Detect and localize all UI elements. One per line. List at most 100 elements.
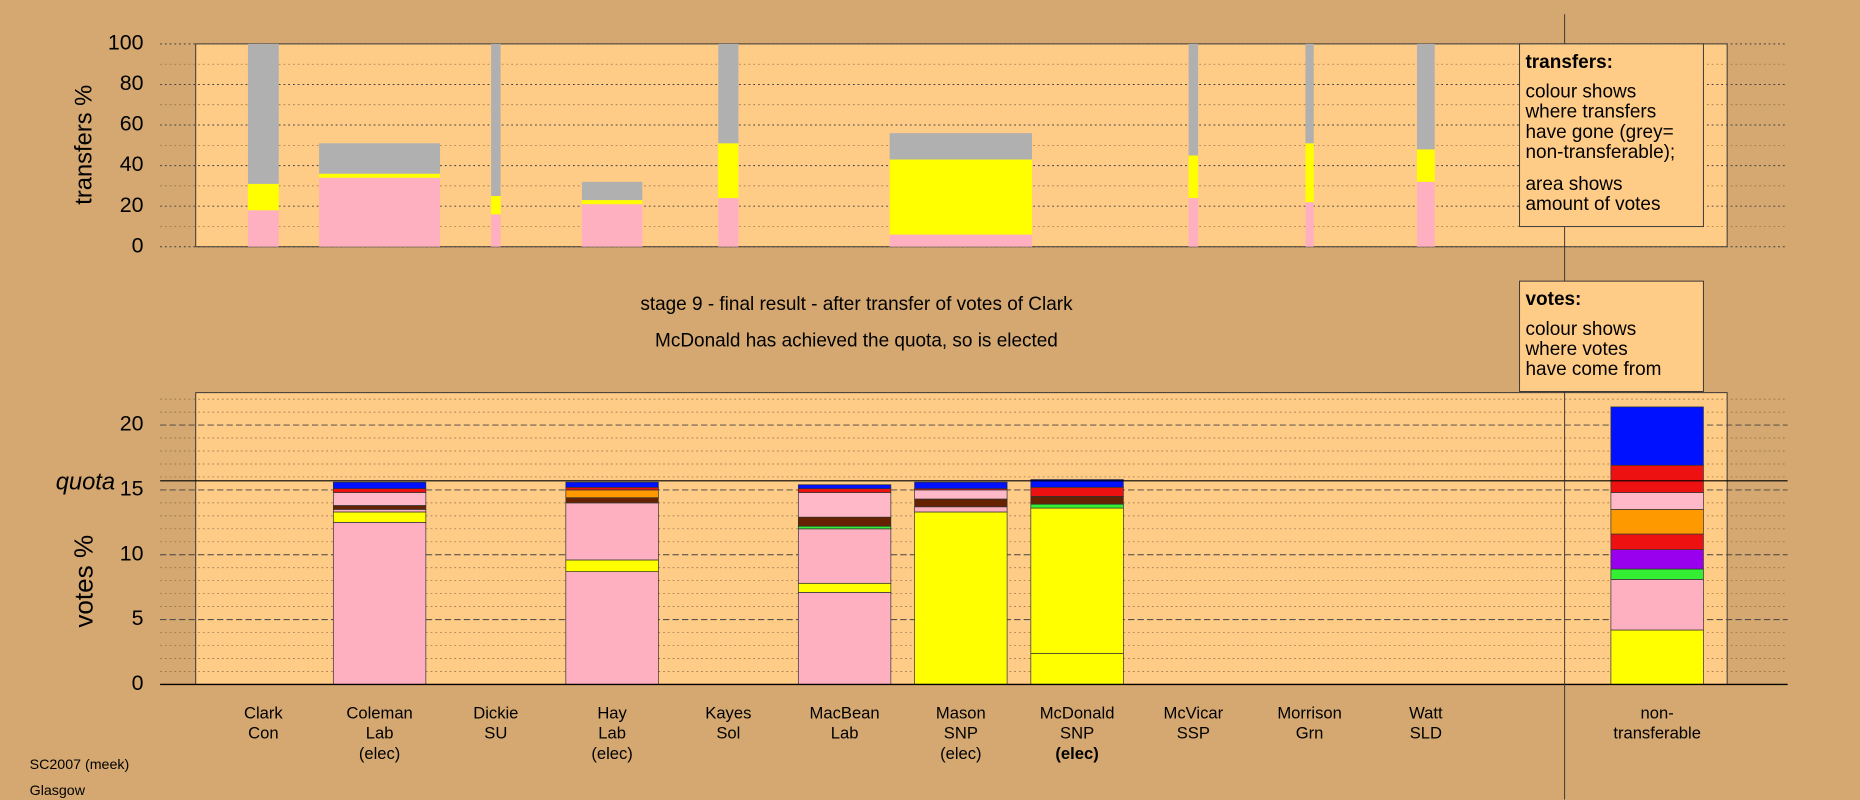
bar-segment <box>491 214 501 247</box>
x-tick-label: McVicar <box>1164 704 1224 723</box>
x-tick-label: non- <box>1641 704 1674 723</box>
stage-text: McDonald has achieved the quota, so is e… <box>655 331 1058 352</box>
y-tick-label: 0 <box>132 671 144 695</box>
bar-segment <box>565 486 659 491</box>
bar-segment <box>1416 43 1435 150</box>
bar-segment <box>1030 496 1124 505</box>
legend-text: non-transferable); <box>1525 142 1675 163</box>
bar-segment <box>797 488 892 493</box>
bar-segment <box>332 511 427 523</box>
bar-segment <box>1030 652 1124 685</box>
marks: 02040608010005101520ClarkConColemanLab(e… <box>56 31 1788 763</box>
x-tick-label: Lab <box>366 724 394 743</box>
bar-segment <box>491 43 501 197</box>
legend-text: have come from <box>1525 359 1661 380</box>
x-tick-label: Con <box>248 724 278 743</box>
x-tick-label: Sol <box>716 724 740 743</box>
footer: SC2007 (meek) <box>30 757 130 773</box>
x-tick-label: SU <box>484 724 507 743</box>
bar-segment <box>491 196 501 215</box>
legend-title: votes: <box>1525 289 1581 310</box>
x-tick-label: transferable <box>1613 724 1701 743</box>
bar-segment <box>914 481 1008 489</box>
y-tick-label: 60 <box>120 112 144 136</box>
legend-text: where votes <box>1524 339 1627 360</box>
bar-segment <box>1610 464 1704 493</box>
bar-segment <box>914 489 1008 500</box>
bar-segment <box>1030 507 1124 654</box>
bar-segment <box>718 198 739 247</box>
x-tick-label: Kayes <box>705 704 751 723</box>
bar-segment <box>247 43 279 184</box>
bar-segment <box>797 484 892 489</box>
x-tick-label: (elec) <box>359 744 401 763</box>
bar-segment <box>565 559 659 572</box>
x-tick-label: (elec) <box>591 744 633 763</box>
y-tick-label: 5 <box>132 606 144 630</box>
x-tick-label: Morrison <box>1277 704 1342 723</box>
x-tick-label: Grn <box>1296 724 1324 743</box>
bar-segment <box>332 521 427 685</box>
y-tick-label: 20 <box>120 412 144 436</box>
bar-segment <box>1305 143 1314 203</box>
bar-segment <box>889 159 1033 235</box>
bar-segment <box>565 481 659 488</box>
bar-segment <box>914 511 1008 685</box>
legend-box <box>1519 43 1704 228</box>
bar-segment <box>1610 549 1704 570</box>
y-axis-label: votes % <box>68 535 98 628</box>
bar-segment <box>797 592 892 685</box>
legend-text: where transfers <box>1524 102 1656 123</box>
bar-segment <box>914 498 1008 508</box>
bar-segment <box>1188 155 1199 199</box>
legend-text: amount of votes <box>1525 194 1660 215</box>
bar-segment <box>1610 492 1704 510</box>
bar-segment <box>319 177 441 247</box>
y-tick-label: 15 <box>120 477 144 501</box>
bar-segment <box>1416 181 1435 247</box>
x-tick-label: Coleman <box>346 704 412 723</box>
legend-text: colour shows <box>1525 319 1636 340</box>
bar-segment <box>1610 533 1704 550</box>
bar-segment <box>718 43 739 144</box>
bar-segment <box>565 502 659 561</box>
x-tick-label: Hay <box>597 704 627 723</box>
bar-segment <box>565 489 659 499</box>
x-tick-label: McDonald <box>1040 704 1115 723</box>
y-axis-label: transfers % <box>72 85 98 205</box>
x-tick-label: (elec) <box>1055 744 1098 763</box>
bar-segment <box>797 528 892 584</box>
x-tick-label: Dickie <box>473 704 518 723</box>
x-tick-label: MacBean <box>810 704 880 723</box>
bar-segment <box>581 204 643 247</box>
x-tick-label: SLD <box>1410 724 1442 743</box>
bar-segment <box>1305 43 1314 144</box>
bar-segment <box>914 506 1008 513</box>
bar-segment <box>889 234 1033 247</box>
bar-segment <box>1188 43 1199 156</box>
legend-text: have gone (grey= <box>1525 122 1673 143</box>
x-tick-label: Lab <box>598 724 626 743</box>
bar-segment <box>1610 406 1704 466</box>
bar-segment <box>247 210 279 247</box>
x-tick-label: (elec) <box>940 744 982 763</box>
bar-segment <box>581 200 643 205</box>
x-tick-label: Clark <box>244 704 283 723</box>
bar-segment <box>565 571 659 685</box>
bar-segment <box>1416 149 1435 182</box>
legend-text: area shows <box>1525 174 1622 195</box>
bar-segment <box>332 481 427 489</box>
footer: Glasgow <box>30 783 86 799</box>
bar-segment <box>797 516 892 527</box>
bar-segment <box>718 143 739 199</box>
y-tick-label: 20 <box>120 193 144 217</box>
bar-segment <box>797 492 892 518</box>
bar-segment <box>797 525 892 530</box>
bar-segment <box>1030 503 1124 509</box>
bar-segment <box>1610 579 1704 631</box>
bar-segment <box>1030 486 1124 497</box>
bar-segment <box>319 143 441 174</box>
legend-text: colour shows <box>1525 82 1636 103</box>
